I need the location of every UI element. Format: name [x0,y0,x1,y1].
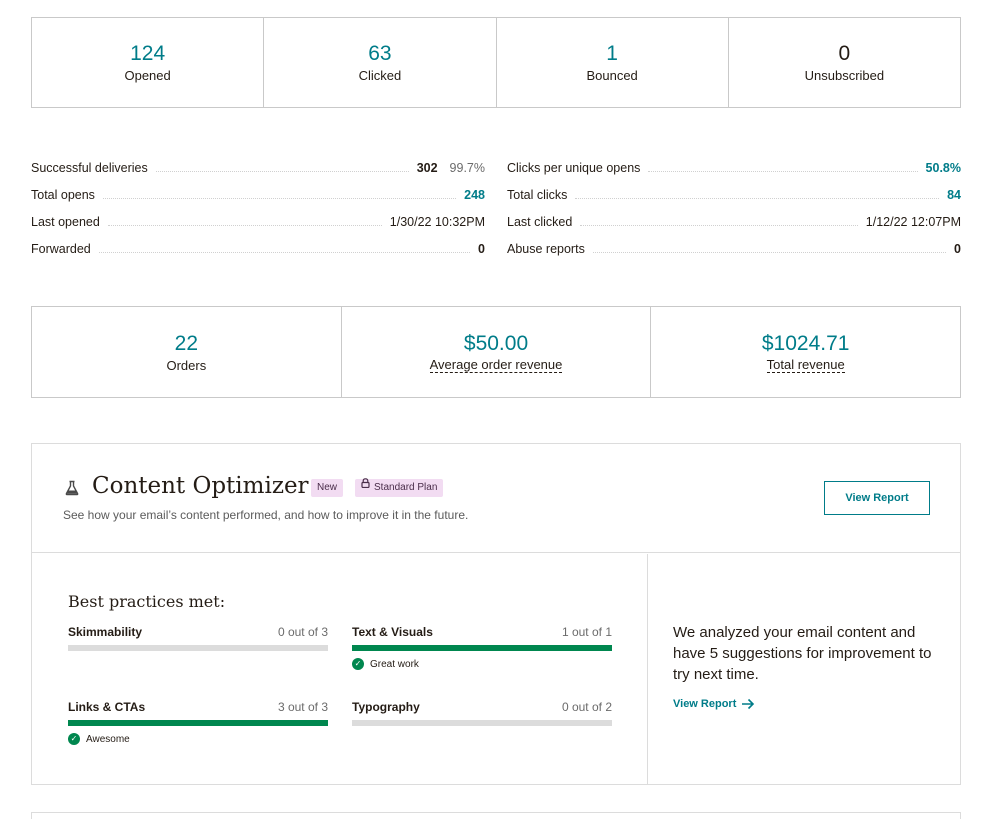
lock-icon [361,477,370,495]
detail-row: Total clicks 84 [507,179,961,206]
detail-row: Successful deliveries 302 99.7% [31,152,485,179]
detail-value: 0 [954,242,961,256]
stat-label-tooltip[interactable]: Average order revenue [429,356,563,373]
practice-score: 3 out of 3 [277,700,328,714]
dotted-leader [575,198,940,199]
optimizer-title: Content Optimizer [92,473,309,499]
progress-bar [68,645,328,651]
detail-value: 0 [478,242,485,256]
detail-percent: 99.7% [449,161,485,175]
view-report-button[interactable]: View Report [824,481,930,515]
dotted-leader [580,225,858,226]
progress-bar [352,645,612,651]
stat-unsubscribed: 0 Unsubscribed [729,18,960,107]
dotted-leader [98,252,471,253]
detail-label: Successful deliveries [31,161,148,175]
stat-value: $50.00 [463,331,529,355]
content-optimizer-card: Content Optimizer New Standard Plan See … [31,443,961,785]
detail-row: Forwarded 0 [31,233,485,260]
stat-orders: 22 Orders [32,307,342,397]
check-circle-icon: ✓ [352,658,364,670]
detail-value: 50.8% [925,161,961,175]
detail-row: Clicks per unique opens 50.8% [507,152,961,179]
detail-label: Total clicks [507,188,568,202]
detail-value-link[interactable]: 84 [947,188,961,202]
practice-score: 0 out of 2 [561,700,612,714]
stat-label: Unsubscribed [804,68,885,83]
email-stats-summary: 124 Opened 63 Clicked 1 Bounced 0 Unsubs… [31,17,961,108]
dotted-leader [107,225,382,226]
dotted-leader [155,171,409,172]
stat-total-revenue: $1024.71 Total revenue [651,307,960,397]
practice-name: Typography [352,700,420,714]
stat-value: 63 [368,42,392,65]
practice-note: ✓ Awesome [68,733,328,745]
optimizer-subtitle: See how your email’s content performed, … [63,508,469,522]
check-circle-icon: ✓ [68,733,80,745]
optimizer-header: Content Optimizer New Standard Plan See … [32,444,960,553]
detail-row: Last opened 1/30/22 10:32PM [31,206,485,233]
arrow-right-icon [741,698,755,710]
detail-label: Last clicked [507,215,573,229]
progress-bar [68,720,328,726]
stat-label: Orders [166,357,207,373]
detail-value: 1/30/22 10:32PM [389,215,485,229]
best-practices-panel: Best practices met: Skimmability 0 out o… [32,554,648,784]
stat-clicked[interactable]: 63 Clicked [264,18,497,107]
practice-text-visuals: Text & Visuals 1 out of 1 ✓ Great work [352,625,612,670]
detail-value: 302 [416,161,438,175]
practice-name: Text & Visuals [352,625,433,639]
details-right-column: Clicks per unique opens 50.8% Total clic… [507,152,961,260]
plan-badge-label: Standard Plan [374,482,438,493]
details-left-column: Successful deliveries 302 99.7% Total op… [31,152,485,260]
stat-label: Bounced [586,68,638,83]
new-badge: New [311,479,344,497]
practice-note: ✓ Great work [352,658,612,670]
practice-note-text: Great work [370,658,419,670]
stat-label-tooltip[interactable]: Total revenue [766,356,845,373]
stat-bounced[interactable]: 1 Bounced [497,18,729,107]
practice-score: 0 out of 3 [277,625,328,639]
practice-note-text: Awesome [86,733,130,745]
practice-skimmability: Skimmability 0 out of 3 [68,625,328,651]
stat-label: Clicked [358,68,402,83]
stat-opened[interactable]: 124 Opened [32,18,265,107]
best-practices-title: Best practices met: [68,592,226,611]
practice-links-ctas: Links & CTAs 3 out of 3 ✓ Awesome [68,700,328,745]
detail-label: Last opened [31,215,100,229]
detail-label: Total opens [31,188,95,202]
dotted-leader [592,252,947,253]
stat-value: 0 [838,42,851,65]
stat-label: Opened [124,68,171,83]
detail-row: Total opens 248 [31,179,485,206]
detail-value-link[interactable]: 248 [464,188,485,202]
detail-label: Forwarded [31,242,91,256]
stat-value: 1 [606,42,618,65]
practice-typography: Typography 0 out of 2 [352,700,612,726]
stat-average-order-revenue: $50.00 Average order revenue [342,307,652,397]
next-card [31,812,961,819]
flask-icon [64,480,80,501]
view-report-link[interactable]: View Report [673,698,755,710]
practice-name: Skimmability [68,625,143,639]
dotted-leader [102,198,457,199]
dotted-leader [648,171,918,172]
stat-value: 22 [174,331,199,355]
suggestions-panel: We analyzed your email content and have … [649,554,960,784]
suggestion-text: We analyzed your email content and have … [673,624,932,683]
practice-score: 1 out of 1 [561,625,612,639]
detail-row: Abuse reports 0 [507,233,961,260]
detail-label: Clicks per unique opens [507,161,641,175]
progress-bar [352,720,612,726]
detail-row: Last clicked 1/12/22 12:07PM [507,206,961,233]
revenue-stats: 22 Orders $50.00 Average order revenue $… [31,306,961,398]
detail-label: Abuse reports [507,242,585,256]
stat-value: 124 [130,42,166,65]
stat-value: $1024.71 [761,331,850,355]
practice-name: Links & CTAs [68,700,146,714]
detail-value: 1/12/22 12:07PM [865,215,961,229]
plan-badge: Standard Plan [355,477,444,497]
delivery-details: Successful deliveries 302 99.7% Total op… [31,152,961,260]
view-report-link-label: View Report [673,698,737,710]
